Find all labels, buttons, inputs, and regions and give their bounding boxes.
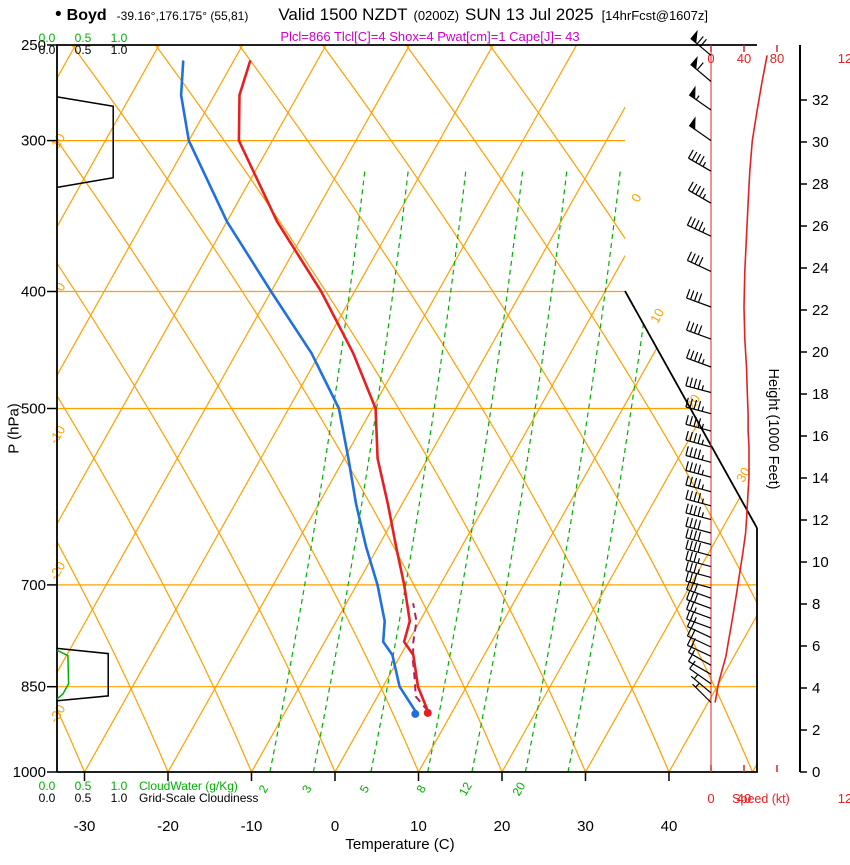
svg-text:5: 5 bbox=[357, 782, 373, 795]
valid-utc-label: (0200Z) bbox=[414, 8, 460, 23]
station-dot-icon: • bbox=[55, 4, 62, 26]
surface-temperature-dot bbox=[424, 709, 432, 717]
svg-text:16: 16 bbox=[812, 428, 829, 445]
cloud-scale-tick: 0.5 bbox=[65, 791, 101, 805]
svg-text:0: 0 bbox=[707, 791, 714, 806]
svg-text:24: 24 bbox=[812, 260, 829, 277]
station-name: Boyd bbox=[67, 7, 107, 25]
station-coords: -39.16°,176.175° (55,81) bbox=[117, 9, 249, 23]
svg-text:14: 14 bbox=[812, 470, 829, 487]
svg-text:12: 12 bbox=[838, 791, 850, 806]
cloud-scale-tick: 0.0 bbox=[29, 43, 65, 57]
svg-text:20: 20 bbox=[812, 344, 829, 361]
svg-text:3: 3 bbox=[299, 782, 315, 795]
svg-text:0: 0 bbox=[628, 191, 645, 205]
svg-text:700: 700 bbox=[21, 577, 46, 594]
svg-text:850: 850 bbox=[21, 679, 46, 696]
svg-text:30: 30 bbox=[577, 818, 594, 835]
chart-header: • Boyd -39.16°,176.175° (55,81) Valid 15… bbox=[55, 4, 708, 26]
forecast-lead-label: [14hrFcst@1607z] bbox=[602, 8, 708, 23]
height-axis bbox=[800, 45, 807, 772]
svg-text:8: 8 bbox=[812, 596, 820, 613]
svg-text:30: 30 bbox=[812, 134, 829, 151]
mixing-ratio-lines bbox=[270, 170, 663, 772]
svg-text:10: 10 bbox=[410, 818, 427, 835]
cloudiness-axis-label: Grid-Scale Cloudiness bbox=[139, 791, 258, 805]
valid-time-label: Valid 1500 NZDT bbox=[278, 5, 407, 25]
svg-text:10: 10 bbox=[647, 306, 667, 326]
cloud-scale-tick: 1.0 bbox=[101, 43, 137, 57]
svg-text:0: 0 bbox=[812, 764, 820, 781]
svg-text:18: 18 bbox=[812, 386, 829, 403]
svg-text:-20: -20 bbox=[157, 818, 179, 835]
cloudwater-profile bbox=[57, 650, 69, 699]
svg-text:30: 30 bbox=[733, 465, 753, 485]
wind-speed-profile bbox=[715, 55, 767, 702]
svg-text:0: 0 bbox=[331, 818, 339, 835]
svg-text:26: 26 bbox=[812, 218, 829, 235]
svg-text:40: 40 bbox=[661, 818, 678, 835]
cloud-scale-bottom-black: 0.0 0.5 1.0 Grid-Scale Cloudiness bbox=[29, 791, 258, 805]
svg-text:2: 2 bbox=[812, 722, 820, 739]
svg-text:12: 12 bbox=[812, 512, 829, 529]
svg-text:400: 400 bbox=[21, 284, 46, 301]
svg-text:12: 12 bbox=[838, 51, 850, 66]
temperature-trace bbox=[239, 62, 428, 711]
svg-text:22: 22 bbox=[812, 302, 829, 319]
cloudiness-profile bbox=[57, 97, 113, 701]
pressure-axis-label: P (hPa) bbox=[6, 393, 23, 465]
temperature-axis-label: Temperature (C) bbox=[250, 836, 550, 853]
svg-text:40: 40 bbox=[737, 51, 751, 66]
svg-text:300: 300 bbox=[21, 133, 46, 150]
surface-dewpoint-dot bbox=[411, 710, 419, 718]
cloud-scale-top-black: 0.0 0.5 1.0 bbox=[29, 43, 137, 57]
temperature-axis-tick-labels: -30 -20 -10 0 10 20 30 40 bbox=[74, 818, 678, 835]
valid-date-label: SUN 13 Jul 2025 bbox=[465, 5, 594, 25]
pressure-axis-ticks bbox=[47, 45, 57, 772]
svg-text:4: 4 bbox=[812, 680, 820, 697]
svg-text:28: 28 bbox=[812, 176, 829, 193]
svg-text:500: 500 bbox=[21, 401, 46, 418]
height-axis-label: Height (1000 Feet) bbox=[765, 363, 781, 495]
cloud-scale-tick: 1.0 bbox=[101, 791, 137, 805]
wind-barbs bbox=[686, 32, 711, 703]
svg-text:-10: -10 bbox=[241, 818, 263, 835]
svg-text:32: 32 bbox=[812, 92, 829, 109]
svg-text:6: 6 bbox=[812, 638, 820, 655]
cloud-scale-tick: 0.0 bbox=[29, 791, 65, 805]
stability-indices-line: Plcl=866 Tlcl[C]=4 Shox=4 Pwat[cm]=1 Cap… bbox=[150, 29, 710, 44]
svg-text:8: 8 bbox=[414, 782, 430, 795]
cloud-scale-tick: 0.5 bbox=[65, 43, 101, 57]
svg-text:80: 80 bbox=[770, 51, 784, 66]
svg-text:-30: -30 bbox=[74, 818, 96, 835]
plot-cut-line bbox=[625, 291, 757, 528]
svg-text:20: 20 bbox=[494, 818, 511, 835]
svg-text:10: 10 bbox=[812, 554, 829, 571]
svg-text:20: 20 bbox=[510, 779, 529, 798]
speed-axis-label: Speed (kt) bbox=[722, 792, 800, 806]
svg-text:12: 12 bbox=[456, 779, 475, 798]
